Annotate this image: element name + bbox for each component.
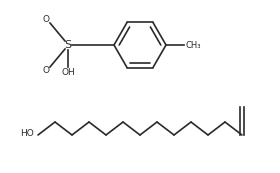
Text: O: O	[43, 66, 50, 75]
Text: CH₃: CH₃	[186, 40, 202, 49]
Text: OH: OH	[61, 68, 75, 77]
Text: S: S	[64, 40, 72, 50]
Text: HO: HO	[20, 130, 34, 139]
Text: O: O	[43, 15, 50, 24]
